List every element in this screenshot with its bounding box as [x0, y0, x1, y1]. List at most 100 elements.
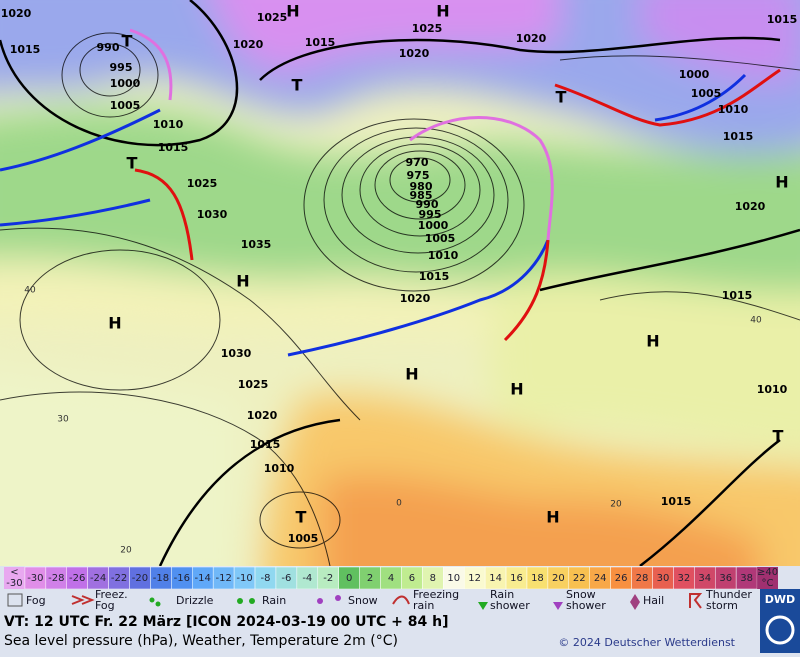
legend-bg [0, 589, 800, 612]
isobar-label: 1010 [264, 462, 295, 475]
pressure-center: H [286, 2, 299, 21]
isobar-label: 1010 [153, 118, 184, 131]
isobar-label: 1020 [400, 292, 431, 305]
freezing-fog-icon [71, 595, 95, 605]
temperature-label: 40 [750, 316, 762, 326]
isobar-label: 1000 [418, 219, 449, 232]
temperature-label: 0 [396, 499, 402, 509]
colorbar-label: -18 [153, 573, 169, 584]
drizzle-icon [149, 597, 155, 603]
isobar-label: 1015 [723, 130, 754, 143]
isobar-label: 1000 [110, 77, 141, 90]
colorbar-low-bottom: -30 [6, 578, 22, 589]
isobar-label: 1020 [1, 7, 32, 20]
isobar-label: 1010 [718, 103, 749, 116]
colorbar-label: -4 [302, 573, 312, 584]
rain-shower-icon [478, 602, 488, 610]
colorbar-label: 36 [719, 573, 732, 584]
pressure-center: H [775, 173, 788, 192]
colorbar-label: 18 [531, 573, 544, 584]
legend-label: Freezing [413, 588, 459, 601]
legend-label: Fog [95, 599, 115, 612]
fog-icon [7, 593, 23, 607]
isobar-label: 1030 [197, 208, 228, 221]
colorbar-label: 16 [510, 573, 523, 584]
legend-label: Thunder [705, 588, 752, 601]
rain-icon [249, 598, 255, 604]
legend-label: Rain [262, 594, 286, 607]
colorbar-label: 4 [388, 573, 394, 584]
rain-icon [237, 598, 243, 604]
weather-legend: Fog Freez.Fog Drizzle Rain Snow FreezingrainR… [7, 588, 752, 612]
isobar-label: 1005 [691, 87, 722, 100]
pressure-center: T [127, 154, 138, 173]
isobar-label: 975 [407, 169, 430, 182]
isobar-label: 1020 [399, 47, 430, 60]
freezing-rain-icon [392, 595, 410, 605]
isobar-label: 1025 [412, 22, 443, 35]
legend-label: Freez. [95, 588, 128, 601]
legend-label: Snow [348, 594, 378, 607]
pressure-center: T [773, 427, 784, 446]
pressure-center: H [510, 380, 523, 399]
colorbar-label: 30 [657, 573, 670, 584]
isobar-label: 1035 [241, 238, 272, 251]
temperature-label: 20 [610, 500, 622, 510]
dwd-logo-swirl [765, 615, 795, 645]
isobar-label: 1030 [221, 347, 252, 360]
isobar-label: 970 [406, 156, 429, 169]
copyright: © 2024 Deutscher Wetterdienst [558, 636, 735, 649]
colorbar-label: -24 [90, 573, 106, 584]
colorbar-label: 6 [409, 573, 415, 584]
temperature-label: 20 [120, 546, 132, 556]
colorbar-high-top: ≥40 [757, 567, 778, 578]
colorbar-label: -10 [236, 573, 252, 584]
drizzle-icon [155, 601, 161, 607]
isobar-label: 1020 [247, 409, 278, 422]
map-description: Sea level pressure (hPa), Weather, Tempe… [4, 633, 398, 649]
colorbar-label: 28 [636, 573, 649, 584]
colorbar-label: 38 [740, 573, 753, 584]
pressure-center: H [546, 508, 559, 527]
isobar-label: 1015 [767, 13, 798, 26]
snow-icon [317, 598, 323, 604]
isobar-label: 1005 [425, 232, 456, 245]
hail-icon [630, 594, 640, 610]
colorbar-low-top: < [10, 567, 18, 578]
dwd-logo-text: DWD [765, 593, 795, 606]
pressure-center: T [292, 76, 303, 95]
isobar-label: 985 [410, 189, 433, 202]
colorbar-high-bottom: °C [762, 578, 774, 589]
legend-label: storm [706, 599, 738, 612]
isobar-label: 1010 [428, 249, 459, 262]
colorbar-label: 22 [573, 573, 586, 584]
temperature-colorbar: <-30 -30 -28 -26 -24 -22 -20 -18 -16 -14 -12 -10 -8-… [4, 566, 778, 590]
colorbar-label: -20 [132, 573, 148, 584]
isobar-label: 1015 [158, 141, 189, 154]
colorbar-label: 12 [468, 573, 481, 584]
pressure-center: T [122, 32, 133, 51]
legend-label: shower [490, 599, 530, 612]
isobar-label: 1005 [288, 532, 319, 545]
isobar-label: 1025 [238, 378, 269, 391]
colorbar-label: 34 [698, 573, 711, 584]
pressure-center: H [405, 365, 418, 384]
legend-label: Fog [26, 594, 46, 607]
legend-label: Snow [566, 588, 596, 601]
isobar-label: 1005 [110, 99, 141, 112]
colorbar-label: -14 [195, 573, 211, 584]
temperature-label: 30 [57, 415, 69, 425]
isobar-label: 990 [97, 41, 120, 54]
colorbar-label: -2 [323, 573, 333, 584]
colorbar-label: 10 [447, 573, 460, 584]
legend-label: Hail [643, 594, 664, 607]
colorbar-label: 14 [489, 573, 502, 584]
thunderstorm-icon [689, 593, 703, 609]
colorbar-label: 26 [615, 573, 628, 584]
legend-label: shower [566, 599, 606, 612]
legend-label: Rain [490, 588, 514, 601]
isobar-label: 1025 [187, 177, 218, 190]
colorbar-label: -26 [69, 573, 85, 584]
